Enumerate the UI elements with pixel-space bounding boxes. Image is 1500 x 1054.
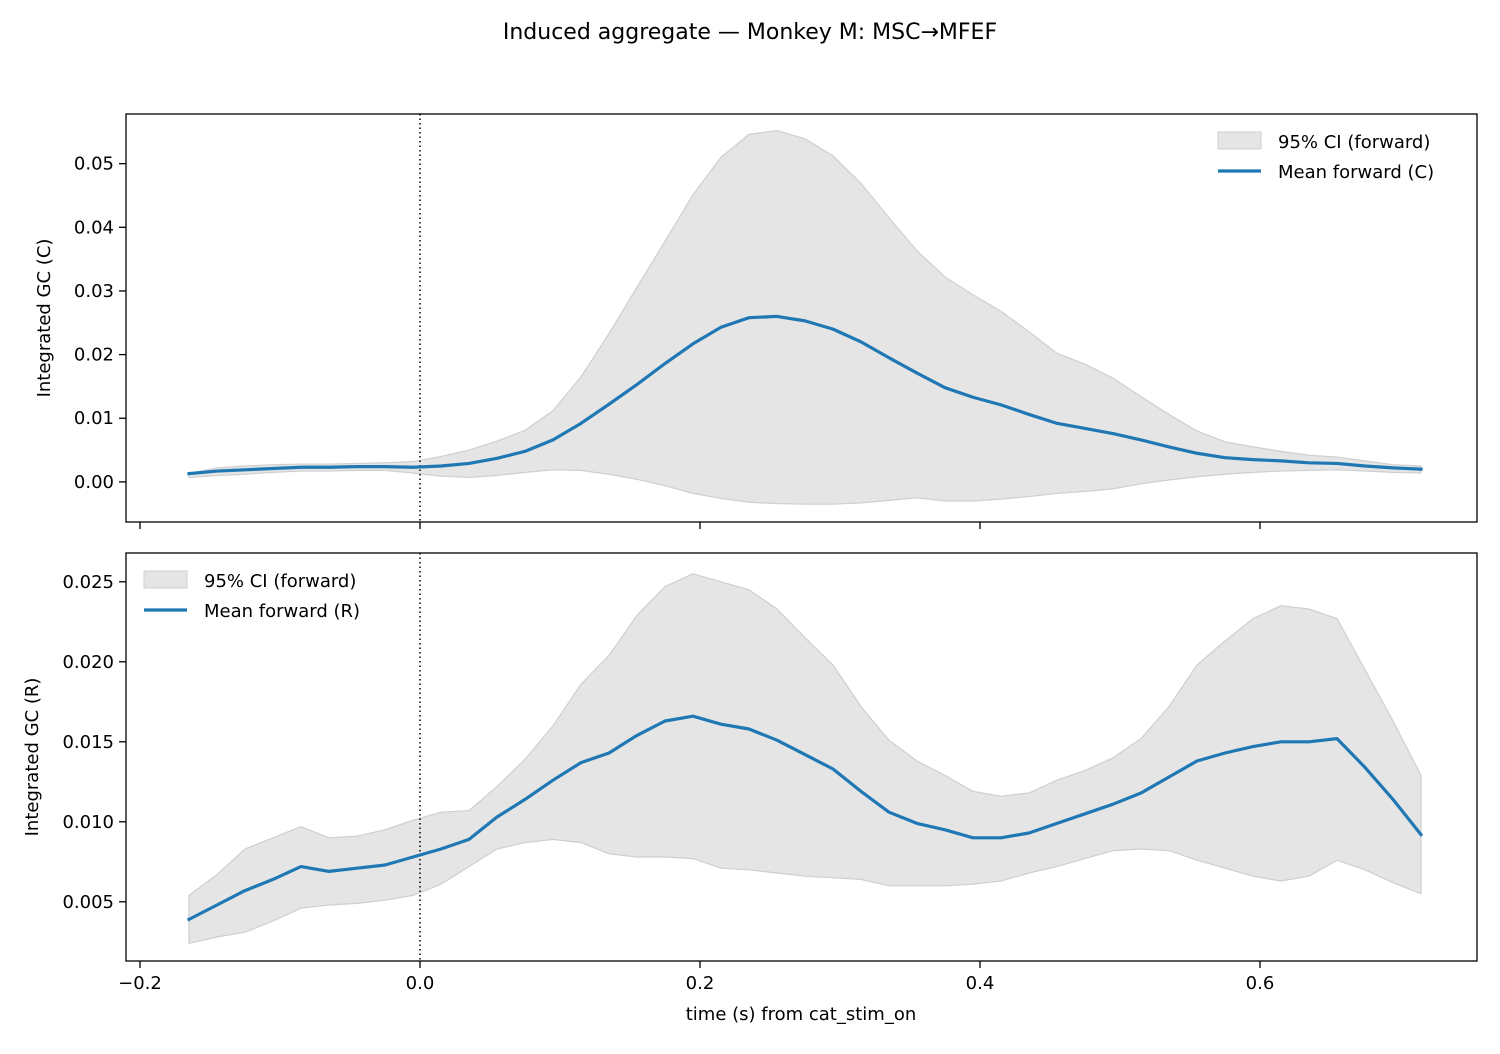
top-y-tick-label: 0.02: [74, 345, 114, 366]
bottom-y-tick-label: 0.020: [62, 652, 114, 673]
bottom-x-tick-label: 0.6: [1246, 973, 1275, 994]
bottom-x-tick-label: 0.2: [686, 973, 715, 994]
top-panel: 0.00 0.01 0.02 0.03 0.04 0.05 Integrated GC (C…: [34, 113, 1478, 529]
bottom-y-tick-label: 0.005: [62, 892, 114, 913]
top-legend: 95% CI (forward) Mean forward (C): [1217, 131, 1434, 183]
bottom-panel: −0.2 0.0 0.2 0.4 0.6 0.005 0.010 0.015 0.020 0.02…: [22, 552, 1478, 994]
bottom-x-tick-label: 0.0: [406, 973, 435, 994]
top-legend-ci-label: 95% CI (forward): [1278, 132, 1430, 153]
bottom-plot-area: [186, 553, 1424, 961]
bottom-legend: 95% CI (forward) Mean forward (R): [143, 570, 360, 622]
top-legend-mean-label: Mean forward (C): [1278, 162, 1434, 183]
x-axis-label: time (s) from cat_stim_on: [686, 1004, 917, 1025]
top-y-tick-label: 0.04: [74, 217, 114, 238]
bottom-mean-line: [186, 714, 1424, 922]
bottom-y-tick-label: 0.025: [62, 572, 114, 593]
top-plot-area: [187, 114, 1423, 522]
bottom-y-tick-label: 0.010: [62, 812, 114, 833]
top-y-tick-label: 0.01: [74, 408, 114, 429]
top-axes-frame: [125, 113, 1478, 523]
bottom-legend-mean-label: Mean forward (R): [204, 601, 360, 622]
top-y-axis-label: Integrated GC (C): [34, 239, 55, 398]
top-legend-ci-swatch: [1217, 131, 1262, 150]
bottom-axes-frame: [125, 552, 1478, 962]
top-y-tick-label: 0.05: [74, 154, 114, 175]
bottom-y-axis-label: Integrated GC (R): [22, 678, 43, 837]
top-ci-band: [188, 129, 1422, 505]
bottom-x-tick-label: 0.4: [966, 973, 995, 994]
bottom-x-tick-label: −0.2: [118, 973, 162, 994]
top-y-tick-label: 0.00: [74, 472, 114, 493]
top-y-tick-label: 0.03: [74, 281, 114, 302]
bottom-legend-ci-swatch: [143, 570, 188, 589]
top-mean-line: [187, 314, 1423, 476]
figure-title: Induced aggregate — Monkey M: MSC→MFEF: [503, 20, 997, 45]
bottom-legend-ci-label: 95% CI (forward): [204, 571, 356, 592]
bottom-ci-band: [188, 573, 1422, 945]
bottom-y-tick-label: 0.015: [62, 732, 114, 753]
